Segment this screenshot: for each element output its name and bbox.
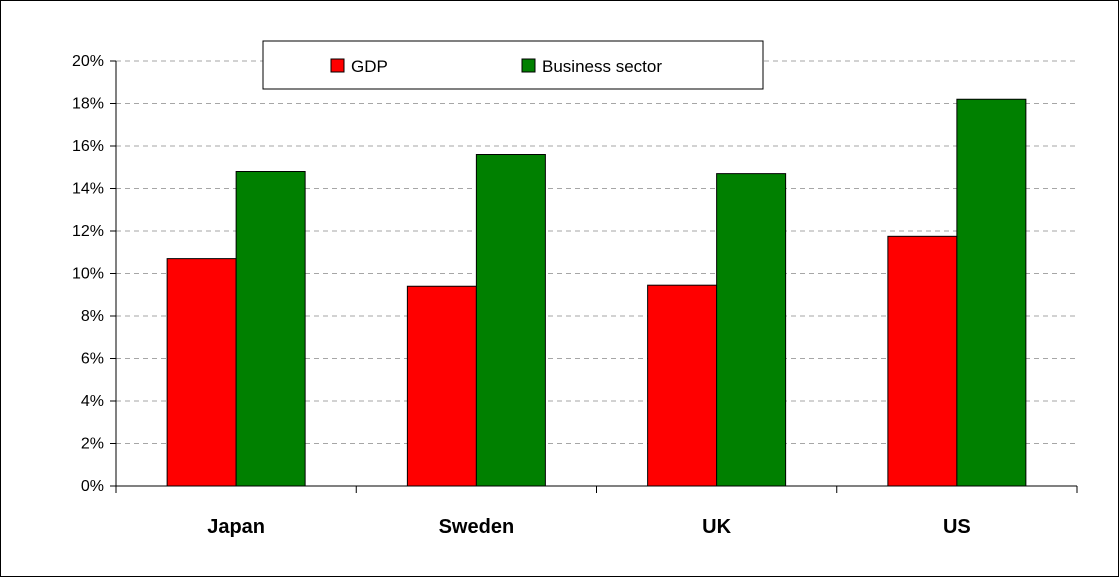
x-category-label: UK [702, 516, 731, 538]
y-tick-label: 16% [72, 138, 104, 155]
legend-label: Business sector [542, 57, 662, 76]
y-tick-label: 18% [72, 96, 104, 113]
bars [166, 98, 1027, 487]
bar-gdp-sweden [406, 285, 477, 487]
legend-swatch-business-sector [521, 58, 536, 73]
y-tick-label: 6% [81, 351, 104, 368]
bar-gdp-uk [647, 284, 718, 487]
y-tick-label: 0% [81, 478, 104, 495]
y-tick-label: 4% [81, 393, 104, 410]
legend: GDP Business sector [262, 40, 764, 90]
bar-gdp-us [887, 235, 958, 487]
bar-business-sector-us [956, 98, 1027, 487]
bar-business-sector-uk [716, 173, 787, 487]
x-category-label: Japan [207, 516, 265, 538]
axis-labels: 0% 2% 4% 6% 8% 10% 12% 14% 16% 18% 20% Japan Sweden U… [72, 53, 971, 538]
bar-business-sector-sweden [475, 154, 546, 487]
legend-label: GDP [351, 57, 388, 76]
y-tick-label: 20% [72, 53, 104, 70]
y-tick-label: 2% [81, 436, 104, 453]
bar-gdp-japan [166, 258, 237, 487]
x-category-label: Sweden [439, 516, 515, 538]
bar-business-sector-japan [235, 171, 306, 487]
y-tick-label: 8% [81, 308, 104, 325]
y-tick-label: 14% [72, 181, 104, 198]
x-category-label: US [943, 516, 971, 538]
legend-box [262, 40, 764, 90]
y-tick-label: 12% [72, 223, 104, 240]
legend-swatch-gdp [330, 58, 345, 73]
y-tick-label: 10% [72, 266, 104, 283]
